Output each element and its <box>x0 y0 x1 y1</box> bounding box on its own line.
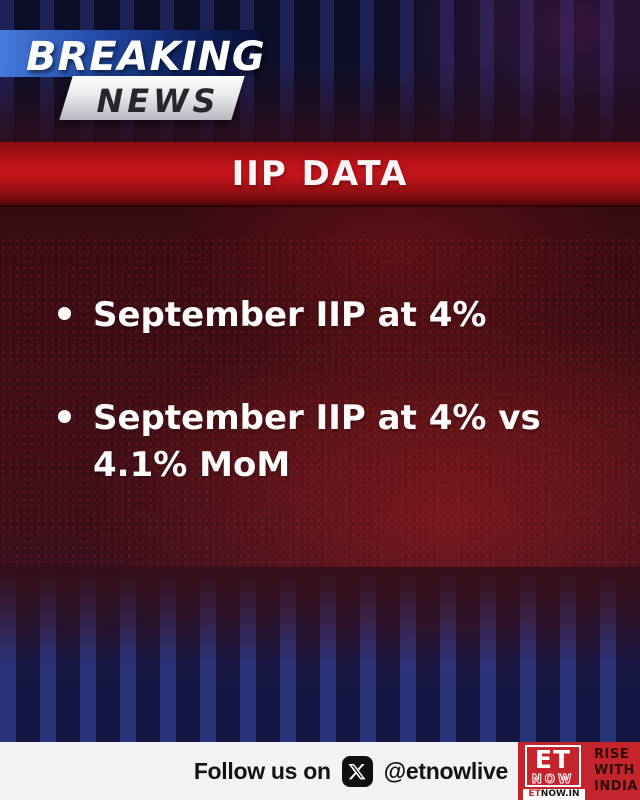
bullet-line: September IIP at 4% <box>93 295 487 335</box>
bullet-text: September IIP at 4% <box>93 292 486 339</box>
etnow-logo-now: NOW <box>531 772 575 786</box>
bullet-line: September IIP at 4% vs <box>93 397 541 438</box>
breaking-label: BREAKING <box>26 34 266 80</box>
site-url-prefix: ET <box>528 789 541 799</box>
tagline-line: WITH <box>594 763 635 778</box>
tagline-line: RISE <box>594 747 630 762</box>
etnow-site-url: ET NOW.IN <box>523 789 585 800</box>
bullet-dot <box>58 409 71 423</box>
social-handle: @etnowlive <box>383 757 509 784</box>
etnow-logo: ET NOW ET NOW.IN RISE WITH INDIA <box>518 742 640 800</box>
tagline-line: INDIA <box>594 779 638 794</box>
follow-us-group: Follow us on @etnowlive <box>194 742 508 800</box>
bullet-text: September IIP at 4% vs 4.1% MoM <box>93 395 541 489</box>
headline-bar: IIP DATA <box>0 142 640 207</box>
main-background <box>0 207 640 742</box>
list-item: September IIP at 4% <box>58 292 603 339</box>
headline-title: IIP DATA <box>231 153 409 194</box>
bullet-dot <box>58 307 71 320</box>
news-bullet-list: September IIP at 4% September IIP at 4% … <box>58 292 603 545</box>
bullet-line: 4.1% MoM <box>93 444 291 485</box>
etnow-logo-box: ET NOW <box>525 745 581 787</box>
x-twitter-icon <box>341 755 373 787</box>
etnow-tagline: RISE WITH INDIA <box>594 747 638 795</box>
follow-us-label: Follow us on <box>193 757 331 784</box>
list-item: September IIP at 4% vs 4.1% MoM <box>58 395 603 489</box>
footer-bar: Follow us on @etnowlive ET NOW ET NOW.IN … <box>0 742 640 800</box>
bottom-curtain-background <box>0 567 640 742</box>
etnow-logo-et: ET <box>534 745 572 774</box>
breaking-banner-band <box>0 30 262 77</box>
news-label: NEWS <box>96 82 220 120</box>
site-url-suffix: NOW.IN <box>540 789 580 799</box>
